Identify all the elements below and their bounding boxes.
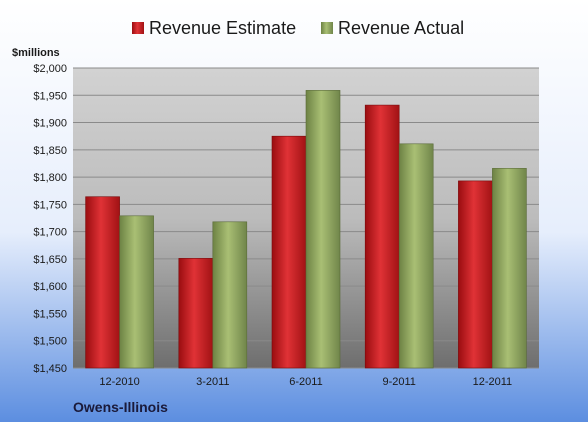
y-tick-label: $1,600 [33, 281, 67, 293]
y-tick-label: $1,950 [33, 90, 67, 102]
x-tick-label: 12-2011 [473, 376, 513, 388]
bar-revenue-estimate-9-2011 [364, 104, 400, 369]
legend-swatch-revenue-estimate [132, 22, 144, 34]
legend-label-revenue-actual: Revenue Actual [338, 18, 464, 38]
y-tick-label: $1,700 [33, 227, 67, 239]
y-tick-label: $1,650 [33, 254, 67, 266]
y-tick-label: $1,850 [33, 145, 67, 157]
bar-revenue-estimate-12-2011 [458, 180, 493, 369]
y-tick-label: $1,800 [33, 172, 67, 184]
y-tick-label: $1,900 [33, 118, 67, 130]
y-tick-label: $2,000 [33, 63, 67, 75]
bar-revenue-actual-6-2011 [305, 90, 341, 369]
bar-revenue-actual-12-2010 [119, 215, 154, 369]
y-tick-label: $1,500 [33, 336, 67, 348]
bar-revenue-actual-9-2011 [398, 143, 434, 369]
bar-revenue-actual-12-2011 [492, 168, 527, 369]
x-tick-label: 12-2010 [99, 376, 139, 388]
bar-revenue-estimate-6-2011 [271, 135, 307, 369]
company-name: Owens-Illinois [73, 399, 168, 415]
y-tick-label: $1,550 [33, 308, 67, 320]
x-tick-label: 3-2011 [196, 376, 229, 388]
y-tick-label: $1,450 [33, 363, 67, 375]
bar-revenue-estimate-3-2011 [178, 258, 214, 369]
x-axis-ticks: 12-2010 3-2011 6-2011 9-2011 12-2011 [99, 376, 512, 388]
bar-revenue-actual-3-2011 [212, 221, 248, 369]
y-axis-ticks: $1,450 $1,500 $1,550 $1,600 $1,650 $1,700 $1,7… [33, 63, 67, 375]
bars [85, 90, 527, 369]
x-tick-label: 9-2011 [382, 376, 415, 388]
y-axis-unit-label: $millions [12, 47, 60, 59]
bar-revenue-estimate-12-2010 [85, 196, 120, 369]
legend: Revenue Estimate Revenue Actual [132, 18, 464, 38]
x-tick-label: 6-2011 [289, 376, 322, 388]
legend-swatch-revenue-actual [321, 22, 333, 34]
legend-label-revenue-estimate: Revenue Estimate [149, 18, 296, 38]
y-tick-label: $1,750 [33, 199, 67, 211]
